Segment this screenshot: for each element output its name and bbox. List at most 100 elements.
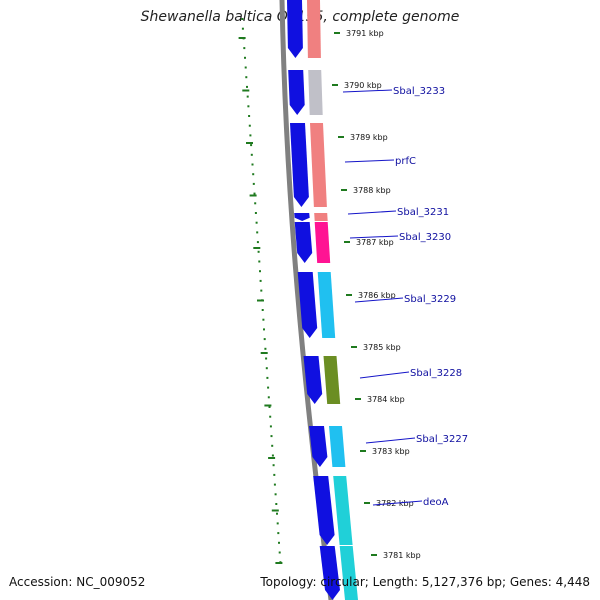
minor-tick-dot bbox=[269, 425, 272, 428]
gene-label: Sbal_3230 bbox=[399, 232, 451, 243]
minor-tick-dot bbox=[268, 406, 271, 408]
major-tick-dash bbox=[249, 194, 257, 197]
minor-tick-dot bbox=[246, 95, 249, 98]
minor-tick-dot bbox=[241, 27, 244, 30]
major-tick-dash bbox=[275, 562, 283, 564]
forward-strand-arrow bbox=[294, 222, 313, 263]
gene-label-leader bbox=[349, 235, 399, 239]
minor-tick-dot bbox=[277, 532, 280, 535]
scale-tick-label: 3788 kbp bbox=[353, 186, 391, 195]
minor-tick-dot bbox=[265, 357, 268, 360]
minor-tick-dot bbox=[276, 512, 278, 515]
minor-tick-dot bbox=[254, 202, 257, 205]
minor-tick-dot bbox=[260, 289, 263, 292]
cds-feature-bar bbox=[333, 476, 353, 545]
minor-tick-dot bbox=[257, 250, 260, 253]
scale-tick-label: 3789 kbp bbox=[350, 133, 388, 142]
minor-tick-dot bbox=[271, 454, 274, 457]
gene-labels: Sbal_3233 prfC Sbal_3231 Sbal_3230 Sbal_3229… bbox=[342, 86, 468, 508]
scale-tick-label: 3781 kbp bbox=[383, 551, 421, 560]
gene-label-leader bbox=[354, 297, 404, 303]
gene-label-leader bbox=[359, 371, 410, 379]
minor-tick-dot bbox=[266, 376, 269, 379]
minor-tick-dot bbox=[251, 163, 254, 166]
minor-tick-dot bbox=[248, 115, 251, 117]
minor-tick-dot bbox=[273, 473, 276, 476]
minor-tick-dot bbox=[267, 396, 270, 399]
gene-label: Sbal_3229 bbox=[404, 294, 456, 305]
forward-strand-arrow bbox=[309, 426, 328, 467]
gene-label-leader bbox=[372, 500, 423, 506]
minor-tick-dots bbox=[238, 18, 283, 564]
cds-feature-bar bbox=[329, 426, 346, 467]
scale-tick-label: 3785 kbp bbox=[363, 343, 401, 352]
scale-tick-label: 3786 kbp bbox=[358, 291, 396, 300]
minor-tick-dot bbox=[249, 134, 252, 137]
cds-feature-bar bbox=[323, 356, 341, 404]
minor-tick-dot bbox=[271, 444, 274, 447]
minor-tick-dot bbox=[275, 503, 278, 505]
minor-tick-dot bbox=[270, 435, 273, 438]
gene-features bbox=[287, 0, 358, 600]
accession-text: Accession: NC_009052 bbox=[9, 575, 146, 589]
minor-tick-dot bbox=[259, 279, 262, 282]
minor-tick-dot bbox=[267, 386, 270, 389]
minor-tick-dot bbox=[244, 56, 246, 59]
gene-label: Sbal_3233 bbox=[393, 86, 445, 97]
gene-label: prfC bbox=[395, 156, 416, 167]
cds-feature-bar bbox=[339, 546, 358, 600]
minor-tick-dot bbox=[264, 347, 267, 350]
minor-tick-dot bbox=[256, 231, 259, 234]
minor-tick-dot bbox=[245, 76, 248, 79]
minor-tick-dot bbox=[273, 483, 276, 486]
gene-label: deoA bbox=[423, 497, 449, 508]
minor-tick-dot bbox=[259, 270, 261, 273]
minor-tick-dot bbox=[250, 153, 253, 156]
forward-strand-arrow bbox=[319, 546, 340, 600]
cds-feature-bar bbox=[314, 213, 328, 221]
minor-tick-dot bbox=[241, 18, 244, 20]
minor-tick-dot bbox=[255, 221, 258, 224]
major-tick-dash bbox=[253, 247, 261, 249]
minor-tick-dot bbox=[256, 241, 259, 244]
cds-feature-bar bbox=[308, 70, 323, 115]
minor-tick-dot bbox=[252, 173, 255, 176]
cds-feature-bar bbox=[314, 222, 331, 263]
forward-strand-arrow bbox=[288, 70, 305, 115]
minor-tick-dot bbox=[274, 493, 277, 496]
gene-label-leader bbox=[365, 437, 416, 444]
cds-feature-bar bbox=[317, 272, 336, 338]
minor-tick-dot bbox=[265, 367, 268, 370]
minor-tick-dot bbox=[247, 105, 250, 108]
minor-tick-dot bbox=[272, 464, 275, 467]
major-tick-dash bbox=[257, 299, 264, 302]
minor-tick-dot bbox=[278, 541, 280, 544]
major-tick-dash bbox=[242, 89, 250, 92]
minor-tick-dot bbox=[253, 192, 256, 195]
forward-strand-arrow bbox=[290, 123, 309, 207]
major-tick-dash bbox=[260, 352, 268, 354]
major-tick-dash bbox=[246, 142, 253, 144]
forward-strand-arrow bbox=[313, 476, 335, 545]
gene-label-leader bbox=[342, 89, 393, 93]
forward-strand-arrow bbox=[294, 213, 310, 221]
scale-tick-label: 3791 kbp bbox=[346, 29, 384, 38]
gene-label-leader bbox=[344, 159, 395, 163]
forward-strand-arrow bbox=[297, 272, 318, 338]
forward-strand-arrow bbox=[287, 0, 303, 58]
gene-label-leader bbox=[347, 210, 397, 215]
minor-tick-dot bbox=[262, 318, 265, 321]
minor-tick-dot bbox=[254, 212, 257, 214]
minor-tick-dot bbox=[243, 47, 246, 50]
minor-tick-dot bbox=[263, 328, 265, 331]
major-tick-dash bbox=[238, 37, 246, 39]
minor-tick-dot bbox=[248, 124, 251, 127]
major-tick-dash bbox=[271, 509, 279, 512]
gene-label: Sbal_3231 bbox=[397, 207, 449, 218]
minor-tick-dot bbox=[250, 144, 253, 147]
cds-feature-bar bbox=[310, 123, 327, 207]
cds-feature-bar bbox=[307, 0, 321, 58]
minor-tick-dot bbox=[269, 415, 272, 418]
minor-tick-dot bbox=[258, 260, 261, 263]
